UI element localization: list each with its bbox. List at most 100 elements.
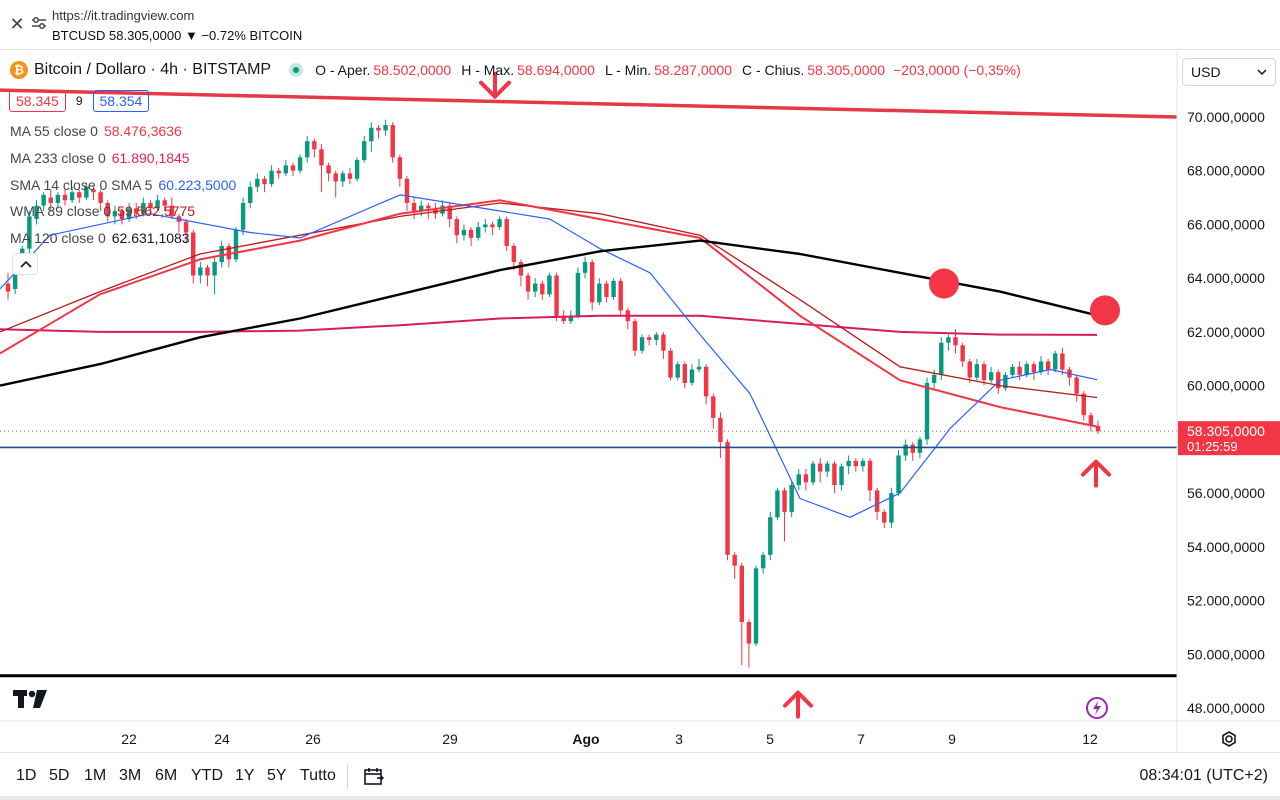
clock[interactable]: 08:34:01 (UTC+2) (1139, 767, 1268, 784)
tab-title: BTCUSD 58.305,0000 ▼ −0.72% BITCOIN (52, 28, 303, 43)
candle-body (191, 232, 196, 276)
candle-body (825, 463, 830, 472)
price-tick-label: 68.000,0000 (1187, 163, 1265, 179)
candle-body (77, 192, 82, 198)
indicator-ma233[interactable]: MA 233 close 0 61.890,1845 (10, 150, 190, 168)
range-1y-button[interactable]: 1Y (235, 767, 255, 784)
price-tick-label: 52.000,0000 (1187, 593, 1265, 609)
price-tick-label: 54.000,0000 (1187, 539, 1265, 555)
time-tick-label: 3 (675, 731, 683, 747)
price-tick-label: 48.000,0000 (1187, 700, 1265, 716)
candle-body (853, 460, 858, 467)
chart-area[interactable]: 70.000,0000 68.000,0000 66.000,0000 64.000,… (0, 51, 1280, 751)
change-value: −203,0000 (−0,35%) (893, 62, 1021, 78)
time-tick-label: 24 (214, 731, 230, 747)
close-icon[interactable]: ✕ (9, 14, 25, 34)
divider (347, 765, 348, 789)
upper-resistance-line (0, 88, 1178, 119)
candle-body (532, 283, 538, 292)
currency-select[interactable]: USD (1182, 58, 1276, 86)
indicator-name: MA 120 close 0 (10, 230, 106, 246)
countdown-label: 01:25:59 (1187, 439, 1238, 454)
candle-body (896, 455, 901, 494)
candle-body (753, 568, 759, 644)
range-3m-button[interactable]: 3M (119, 767, 142, 784)
candle-body (333, 173, 338, 182)
candle-body (682, 364, 688, 383)
time-tick-label: 22 (121, 731, 137, 747)
time-tick-label: 12 (1082, 731, 1098, 747)
candle-body (803, 474, 809, 483)
ma233-line (0, 314, 1098, 336)
candle-body (490, 224, 495, 228)
indicator-ma120[interactable]: MA 120 close 0 62.631,1083 (10, 230, 190, 248)
candle-body (967, 361, 972, 378)
lightning-icon[interactable] (1086, 697, 1108, 719)
candle-body (796, 474, 801, 486)
candle-body (119, 211, 125, 220)
range-all-button[interactable]: Tutto (300, 767, 336, 784)
candle-body (939, 342, 944, 375)
indicator-ma55[interactable]: MA 55 close 0 58.476,3636 (10, 123, 182, 141)
candlestick-chart[interactable]: 70.000,0000 68.000,0000 66.000,0000 64.000,… (0, 51, 1280, 751)
candle-body (604, 283, 609, 297)
candle-body (134, 208, 139, 214)
indicator-value: 59.562,5775 (117, 203, 196, 219)
market-open-icon (289, 63, 304, 77)
collapse-legend-button[interactable] (12, 253, 38, 275)
candle-body (497, 219, 502, 228)
tradingview-logo-icon[interactable] (13, 690, 47, 708)
time-tick-label: 9 (948, 731, 956, 747)
candle-body (889, 493, 894, 523)
candle-body (696, 366, 702, 370)
buy-button[interactable]: 58.354 (92, 90, 150, 112)
close-label: C - Chius. (741, 62, 805, 78)
candle-body (810, 463, 816, 483)
candle-body (468, 229, 474, 238)
candle-body (874, 490, 880, 512)
range-1m-button[interactable]: 1M (84, 767, 107, 784)
indicator-value: 61.890,1845 (111, 150, 190, 166)
range-6m-button[interactable]: 6M (155, 767, 178, 784)
calendar-icon[interactable] (363, 766, 385, 788)
ma55-line (0, 199, 1098, 428)
range-1d-button[interactable]: 1D (16, 767, 37, 784)
site-settings-icon[interactable] (30, 14, 48, 32)
candle-body (55, 194, 61, 203)
candle-body (661, 334, 666, 351)
candle-body (547, 275, 552, 295)
candle-body (248, 186, 253, 203)
indicator-sma14[interactable]: SMA 14 close 0 SMA 5 60.223,5000 (10, 177, 236, 195)
trade-buttons: 58.345 9 58.354 (9, 89, 150, 113)
candle-body (269, 170, 274, 185)
candle-body (1095, 425, 1101, 432)
candle-body (575, 272, 581, 316)
candle-body (817, 463, 823, 472)
candle-body (632, 321, 638, 351)
candle-body (105, 202, 110, 217)
range-5y-button[interactable]: 5Y (267, 767, 287, 784)
sell-button[interactable]: 58.345 (9, 90, 66, 112)
candle-body (354, 159, 360, 179)
url-text[interactable]: https://it.tradingview.com (52, 8, 195, 23)
price-tick-label: 60.000,0000 (1187, 378, 1265, 394)
indicator-name: SMA 14 close 0 SMA 5 (10, 177, 153, 193)
candle-body (283, 165, 289, 174)
candle-body (646, 337, 652, 340)
candle-body (212, 262, 217, 276)
candle-body (654, 334, 659, 340)
indicator-wma89[interactable]: WMA 89 close 0 59.562,5775 (10, 203, 195, 221)
gear-icon[interactable] (1219, 729, 1239, 749)
candle-body (739, 565, 744, 623)
symbol-name[interactable]: Bitcoin / Dollaro · 4h · BITSTAMP (34, 61, 272, 78)
time-tick-label: Ago (572, 731, 599, 747)
range-ytd-button[interactable]: YTD (191, 767, 223, 784)
range-5d-button[interactable]: 5D (49, 767, 70, 784)
candle-body (162, 200, 167, 206)
indicator-name: MA 55 close 0 (10, 123, 98, 139)
candle-body (98, 192, 103, 203)
candle-body (112, 211, 118, 217)
candle-body (1017, 366, 1022, 375)
candle-body (882, 511, 887, 523)
candle-body (525, 275, 531, 292)
